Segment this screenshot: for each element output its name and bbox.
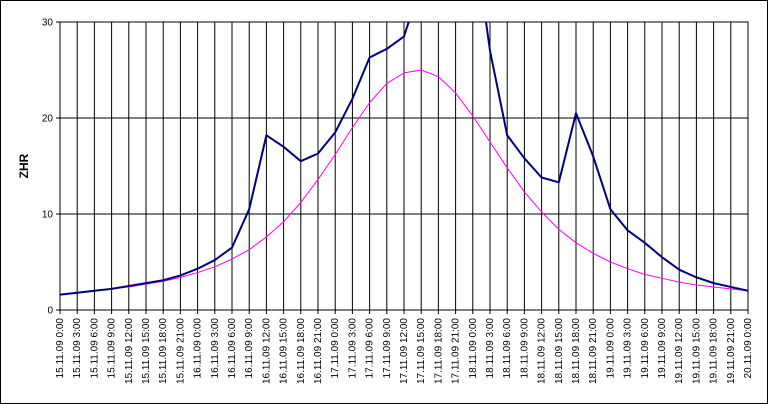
x-tick-label: 19.11.09 18:00 <box>709 318 720 384</box>
x-tick-label: 15.11.09 15:00 <box>141 318 152 384</box>
x-tick-label: 16.11.09 15:00 <box>279 318 290 384</box>
x-tick-label: 17.11.09 12:00 <box>399 318 410 384</box>
x-tick-label: 17.11.09 3:00 <box>347 318 358 379</box>
y-tick-label: 0 <box>47 306 53 317</box>
x-tick-label: 15.11.09 3:00 <box>72 318 83 379</box>
x-tick-label: 18.11.09 12:00 <box>537 318 548 384</box>
x-tick-label: 18.11.09 21:00 <box>588 318 599 384</box>
x-tick-label: 19.11.09 0:00 <box>605 318 616 379</box>
x-tick-label: 15.11.09 12:00 <box>124 318 135 384</box>
x-tick-label: 15.11.09 6:00 <box>89 318 100 379</box>
x-tick-label: 16.11.09 12:00 <box>261 318 272 384</box>
x-tick-label: 19.11.09 3:00 <box>623 318 634 379</box>
x-tick-label: 18.11.09 18:00 <box>571 318 582 384</box>
x-tick-label: 15.11.09 9:00 <box>107 318 118 379</box>
x-tick-label: 18.11.09 0:00 <box>468 318 479 379</box>
x-tick-label: 18.11.09 9:00 <box>519 318 530 379</box>
x-tick-label: 18.11.09 15:00 <box>554 318 565 384</box>
x-tick-label: 19.11.09 6:00 <box>640 318 651 379</box>
series-line <box>60 22 748 296</box>
x-tick-label: 15.11.09 0:00 <box>55 318 66 379</box>
x-tick-label: 16.11.09 18:00 <box>296 318 307 384</box>
x-tick-label: 17.11.09 6:00 <box>365 318 376 379</box>
plot-frame <box>59 21 749 311</box>
x-tick-label: 19.11.09 15:00 <box>691 318 702 384</box>
x-tick-label: 16.11.09 3:00 <box>210 318 221 379</box>
x-tick-label: 17.11.09 0:00 <box>330 318 341 379</box>
x-tick-label: 17.11.09 21:00 <box>451 318 462 384</box>
y-tick-label: 10 <box>42 210 54 221</box>
x-tick-label: 19.11.09 21:00 <box>726 318 737 384</box>
y-tick-label: 30 <box>42 18 54 29</box>
x-tick-label: 17.11.09 15:00 <box>416 318 427 384</box>
x-tick-label: 15.11.09 18:00 <box>158 318 169 384</box>
x-tick-label: 19.11.09 9:00 <box>657 318 668 379</box>
y-tick-label: 20 <box>42 114 54 125</box>
x-tick-label: 15.11.09 21:00 <box>175 318 186 384</box>
x-tick-label: 19.11.09 12:00 <box>674 318 685 384</box>
x-tick-label: 16.11.09 6:00 <box>227 318 238 379</box>
x-tick-label: 18.11.09 3:00 <box>485 318 496 379</box>
x-tick-label: 16.11.09 0:00 <box>193 318 204 379</box>
x-tick-label: 17.11.09 9:00 <box>382 318 393 379</box>
x-tick-label: 18.11.09 6:00 <box>502 318 513 379</box>
x-tick-label: 20.11.09 0:00 <box>743 318 754 379</box>
x-tick-label: 16.11.09 9:00 <box>244 318 255 379</box>
series-line <box>60 69 748 296</box>
x-tick-label: 16.11.09 21:00 <box>313 318 324 384</box>
y-axis-label: ZHR <box>17 153 31 178</box>
x-tick-label: 17.11.09 18:00 <box>433 318 444 384</box>
